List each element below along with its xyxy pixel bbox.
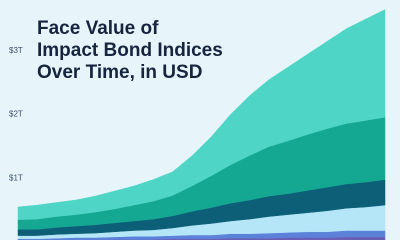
y-tick-label: $3T <box>9 46 23 55</box>
chart-title: Over Time, in USD <box>37 62 202 83</box>
chart-title: Impact Bond Indices <box>37 40 223 61</box>
chart-title: Face Value of <box>37 18 159 39</box>
y-tick-label: $1T <box>9 173 23 182</box>
area <box>17 9 386 220</box>
y-axis: $1T $2T $3T <box>9 46 23 182</box>
areas <box>17 9 386 240</box>
y-tick-label: $2T <box>9 110 23 119</box>
